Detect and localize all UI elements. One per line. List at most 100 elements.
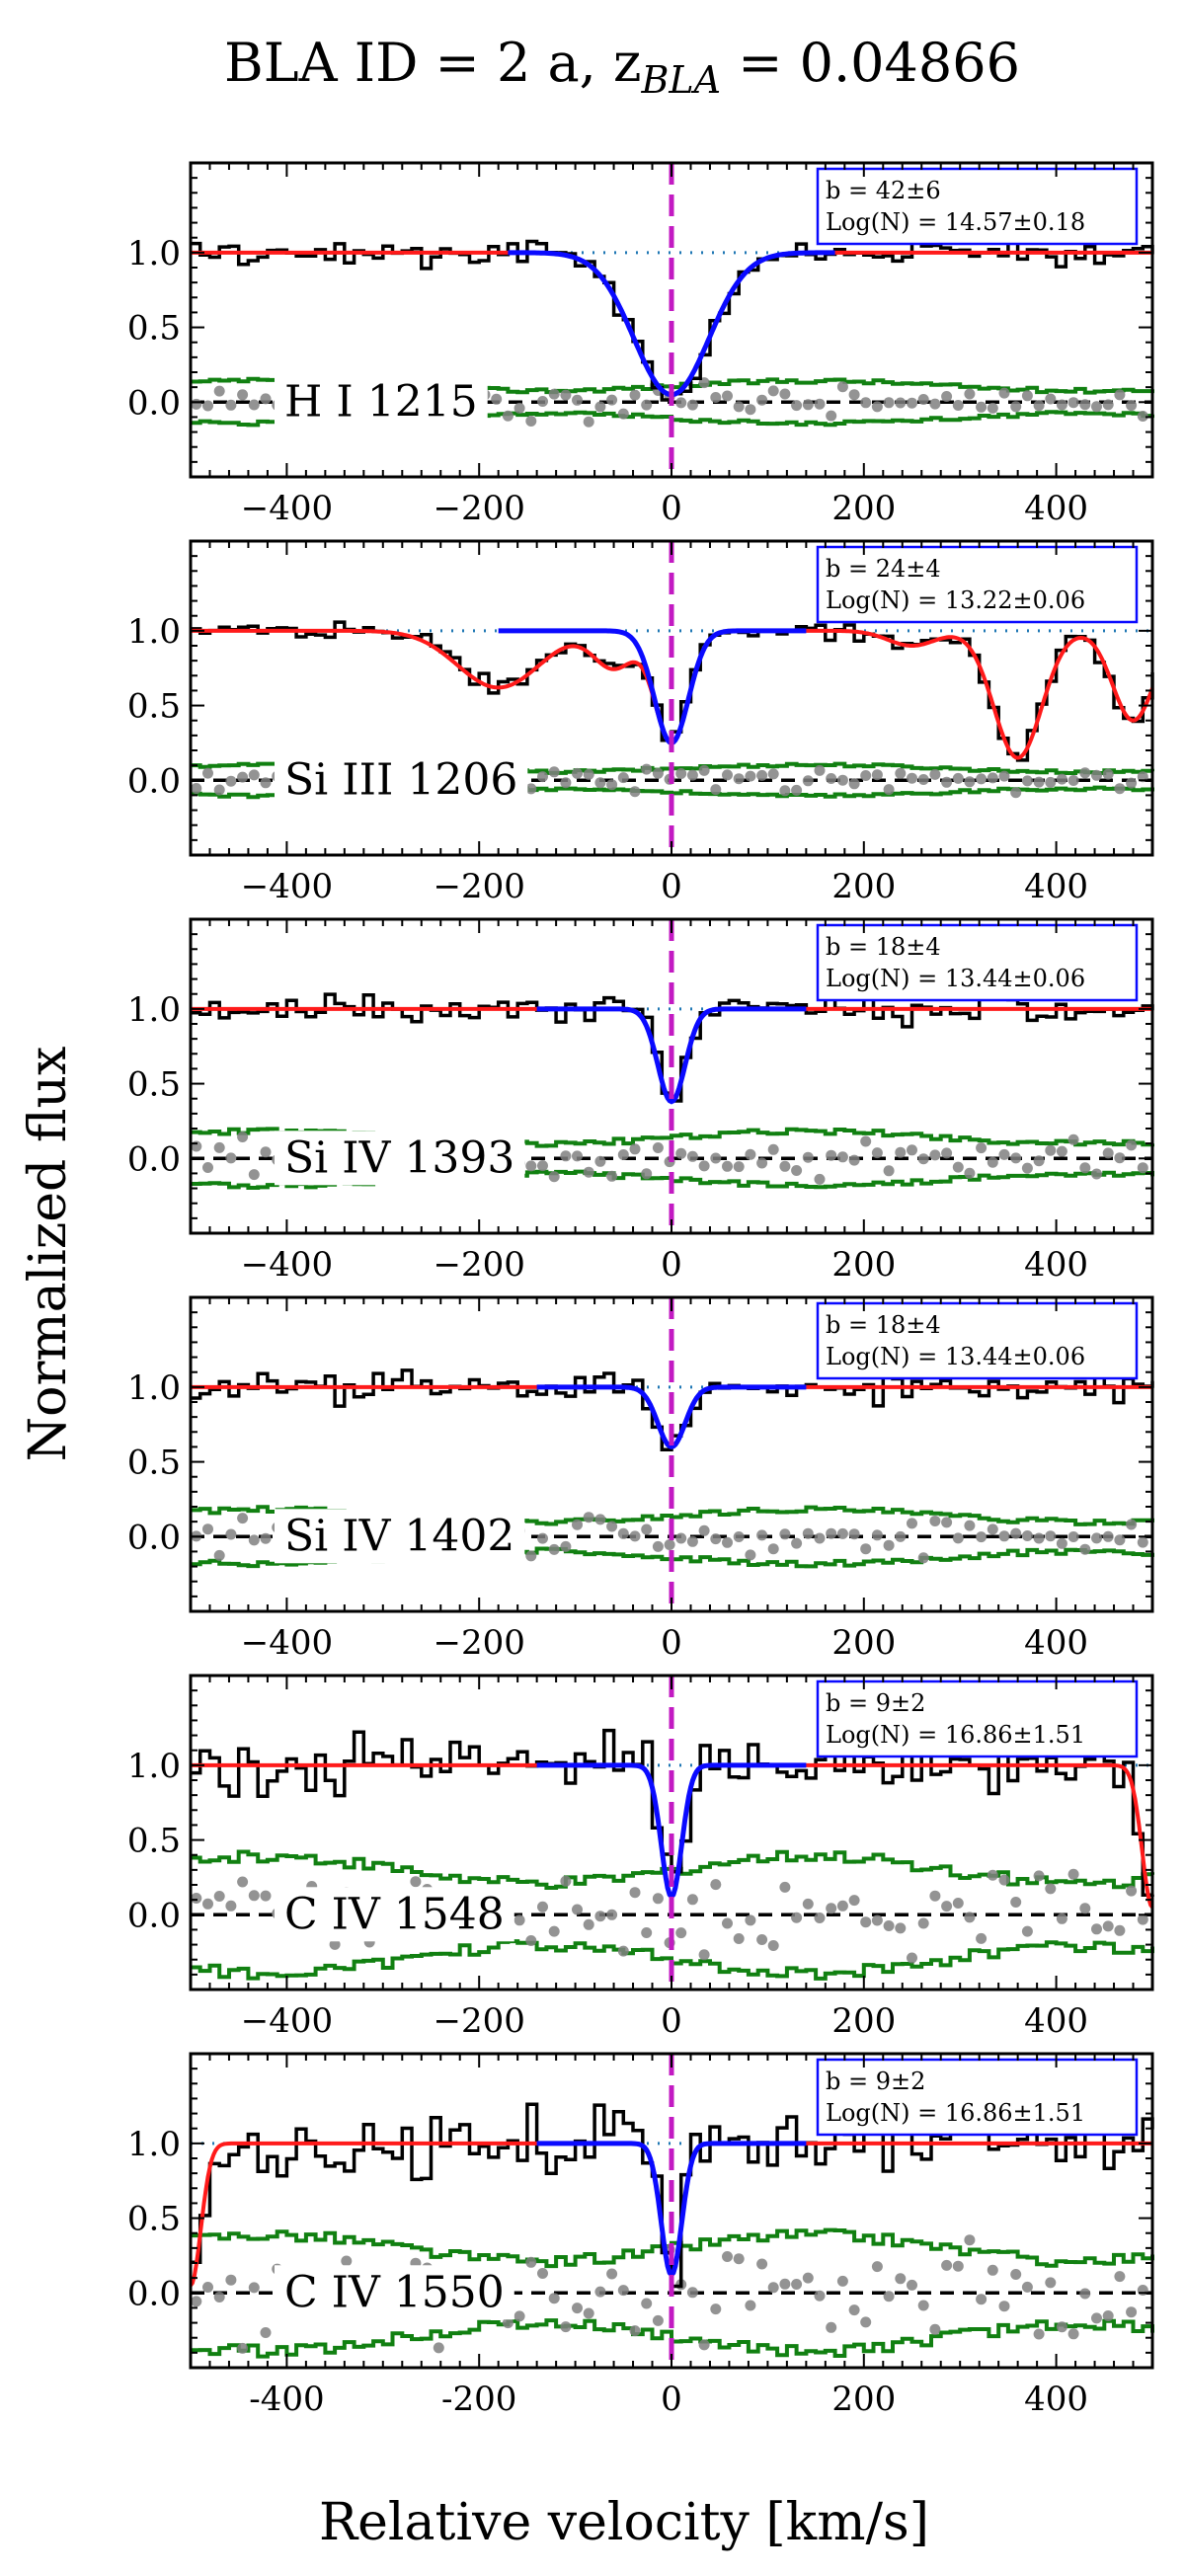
residual-point (641, 1523, 653, 1535)
residual-point (260, 1890, 272, 1902)
y-tick-label: 0.5 (127, 2200, 181, 2239)
residual-point (860, 770, 872, 781)
residual-point (548, 1543, 560, 1555)
residual-point (225, 1528, 237, 1540)
residual-point (1137, 1162, 1148, 1174)
residual-point (860, 1543, 872, 1555)
residual-point (929, 1890, 941, 1902)
residual-point (895, 2273, 907, 2285)
residual-point (836, 1900, 848, 1912)
residual-point (952, 1532, 964, 1544)
residual-point (1045, 776, 1057, 788)
residual-point (814, 764, 826, 776)
residual-point (248, 399, 260, 411)
residual-point (641, 1927, 653, 1938)
b-value: b = 18±4 (826, 1311, 941, 1339)
residual-point (641, 1168, 653, 1180)
residual-point (1137, 2285, 1148, 2296)
residual-point (826, 1527, 837, 1539)
residual-point (641, 399, 653, 411)
residual-point (560, 1540, 572, 1552)
x-tick-label: 0 (661, 2001, 682, 2041)
component-fit (536, 1006, 807, 1105)
y-tick-label: 1.0 (127, 612, 181, 652)
residual-point (745, 1914, 756, 1926)
residual-point (606, 1170, 618, 1182)
residual-point (941, 776, 953, 788)
residual-point (341, 2255, 353, 2267)
residual-point (802, 775, 814, 787)
residual-point (791, 1165, 803, 1176)
y-tick-label: 0.5 (127, 1065, 181, 1105)
residual-point (722, 1917, 733, 1929)
residual-point (525, 2256, 537, 2268)
residual-point (652, 2314, 664, 2326)
residual-point (202, 400, 213, 412)
residual-point (525, 1160, 537, 1172)
residual-point (548, 388, 560, 400)
parameter-box (816, 1301, 1139, 1380)
column-density: Log(N) = 13.44±0.06 (826, 1343, 1085, 1370)
residual-point (191, 398, 202, 410)
residual-point (537, 1901, 548, 1912)
residual-point (802, 1151, 814, 1163)
residual-point (826, 1149, 837, 1161)
error-spectrum-upper (191, 2227, 1154, 2269)
residual-point (722, 2251, 733, 2262)
residual-point (964, 2234, 976, 2246)
residual-point (1010, 2269, 1022, 2280)
residual-point (1045, 1144, 1057, 1156)
panel-1: Si III 1206 b = 24±4 Log(N) = 13.22±0.06 −4… (127, 539, 1154, 906)
residual-point (745, 770, 756, 782)
residual-point (871, 401, 883, 413)
residual-point (1114, 1924, 1126, 1936)
column-density: Log(N) = 13.44±0.06 (826, 965, 1085, 992)
residual-point (652, 1540, 664, 1552)
residual-point (548, 1925, 560, 1937)
residual-point (652, 767, 664, 779)
residual-point (1056, 1537, 1067, 1549)
residual-point (1010, 1527, 1022, 1539)
x-tick-label: 400 (1024, 1245, 1088, 1285)
residual-point (722, 390, 733, 402)
residual-point (433, 2342, 444, 2354)
residual-point (848, 389, 860, 401)
residual-point (1056, 2321, 1067, 2333)
residual-point (756, 2258, 768, 2270)
residual-point (733, 773, 745, 785)
residual-point (733, 1531, 745, 1542)
x-tick-label: 400 (1024, 2001, 1088, 2041)
residual-point (1067, 397, 1079, 409)
residual-point (698, 1524, 710, 1536)
residual-point (225, 1900, 237, 1912)
residual-point (686, 399, 698, 411)
line-label: C IV 1548 (284, 1889, 505, 1939)
panels: H I 1215 b = 42±6 Log(N) = 14.57±0.18 −400 −… (127, 161, 1154, 2419)
residual-point (941, 1147, 953, 1159)
b-value: b = 9±2 (826, 1689, 925, 1717)
panel-0: H I 1215 b = 42±6 Log(N) = 14.57±0.18 −400 −… (127, 161, 1154, 528)
residual-point (1137, 1536, 1148, 1548)
residual-point (964, 776, 976, 788)
residual-point (594, 777, 606, 789)
residual-point (594, 1155, 606, 1167)
residual-point (710, 1879, 722, 1891)
residual-point (213, 385, 225, 397)
residual-point (998, 770, 1010, 782)
x-tick-label: -200 (441, 2380, 516, 2419)
residual-point (675, 1532, 687, 1544)
residual-point (1126, 2306, 1138, 2318)
residual-point (883, 2291, 895, 2303)
residual-point (606, 394, 618, 406)
parameter-box (816, 2058, 1139, 2137)
residual-point (202, 767, 213, 779)
residual-point (594, 401, 606, 413)
residual-point (1021, 390, 1033, 402)
residual-point (767, 1543, 779, 1555)
residual-point (907, 2279, 917, 2291)
residual-point (814, 1173, 826, 1185)
residual-point (941, 1901, 953, 1912)
residual-point (1079, 1162, 1091, 1174)
residual-point (502, 410, 514, 422)
residual-point (895, 397, 907, 409)
